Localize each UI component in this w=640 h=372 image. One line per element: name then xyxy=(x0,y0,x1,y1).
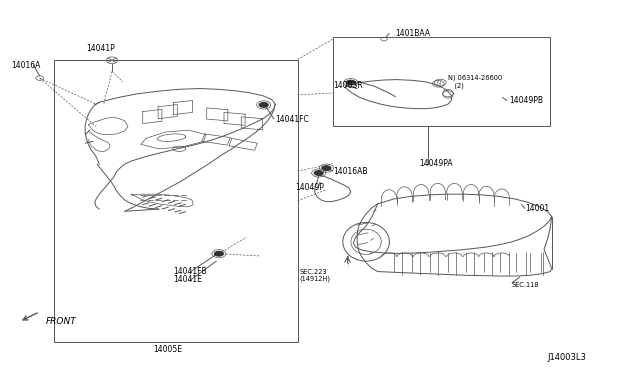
Text: 14049PB: 14049PB xyxy=(509,96,543,105)
Circle shape xyxy=(259,102,269,108)
Text: SEC.223
(14912H): SEC.223 (14912H) xyxy=(300,269,330,282)
Text: 14041E: 14041E xyxy=(173,275,202,284)
Text: J14003L3: J14003L3 xyxy=(547,353,586,362)
Circle shape xyxy=(321,165,332,171)
Text: SEC.118: SEC.118 xyxy=(512,282,540,288)
Text: 14049PA: 14049PA xyxy=(419,159,453,168)
Text: 14041FC: 14041FC xyxy=(275,115,309,124)
Text: 14041P: 14041P xyxy=(86,44,115,53)
Circle shape xyxy=(214,251,224,257)
Text: 14041FB: 14041FB xyxy=(173,267,207,276)
Text: 1401BAA: 1401BAA xyxy=(396,29,431,38)
Circle shape xyxy=(314,170,324,176)
Text: N) 06314-26600
   (2): N) 06314-26600 (2) xyxy=(448,75,502,89)
Bar xyxy=(333,37,550,126)
Circle shape xyxy=(346,80,356,86)
Text: FRONT: FRONT xyxy=(46,317,77,326)
Text: N: N xyxy=(436,81,440,86)
Bar xyxy=(54,60,298,342)
Text: 14049P: 14049P xyxy=(296,183,324,192)
Text: 14001: 14001 xyxy=(525,204,549,213)
Text: 14003R: 14003R xyxy=(333,81,362,90)
Text: 14016AB: 14016AB xyxy=(333,167,367,176)
Text: 14016A: 14016A xyxy=(12,61,41,70)
Text: 14005E: 14005E xyxy=(154,345,182,354)
